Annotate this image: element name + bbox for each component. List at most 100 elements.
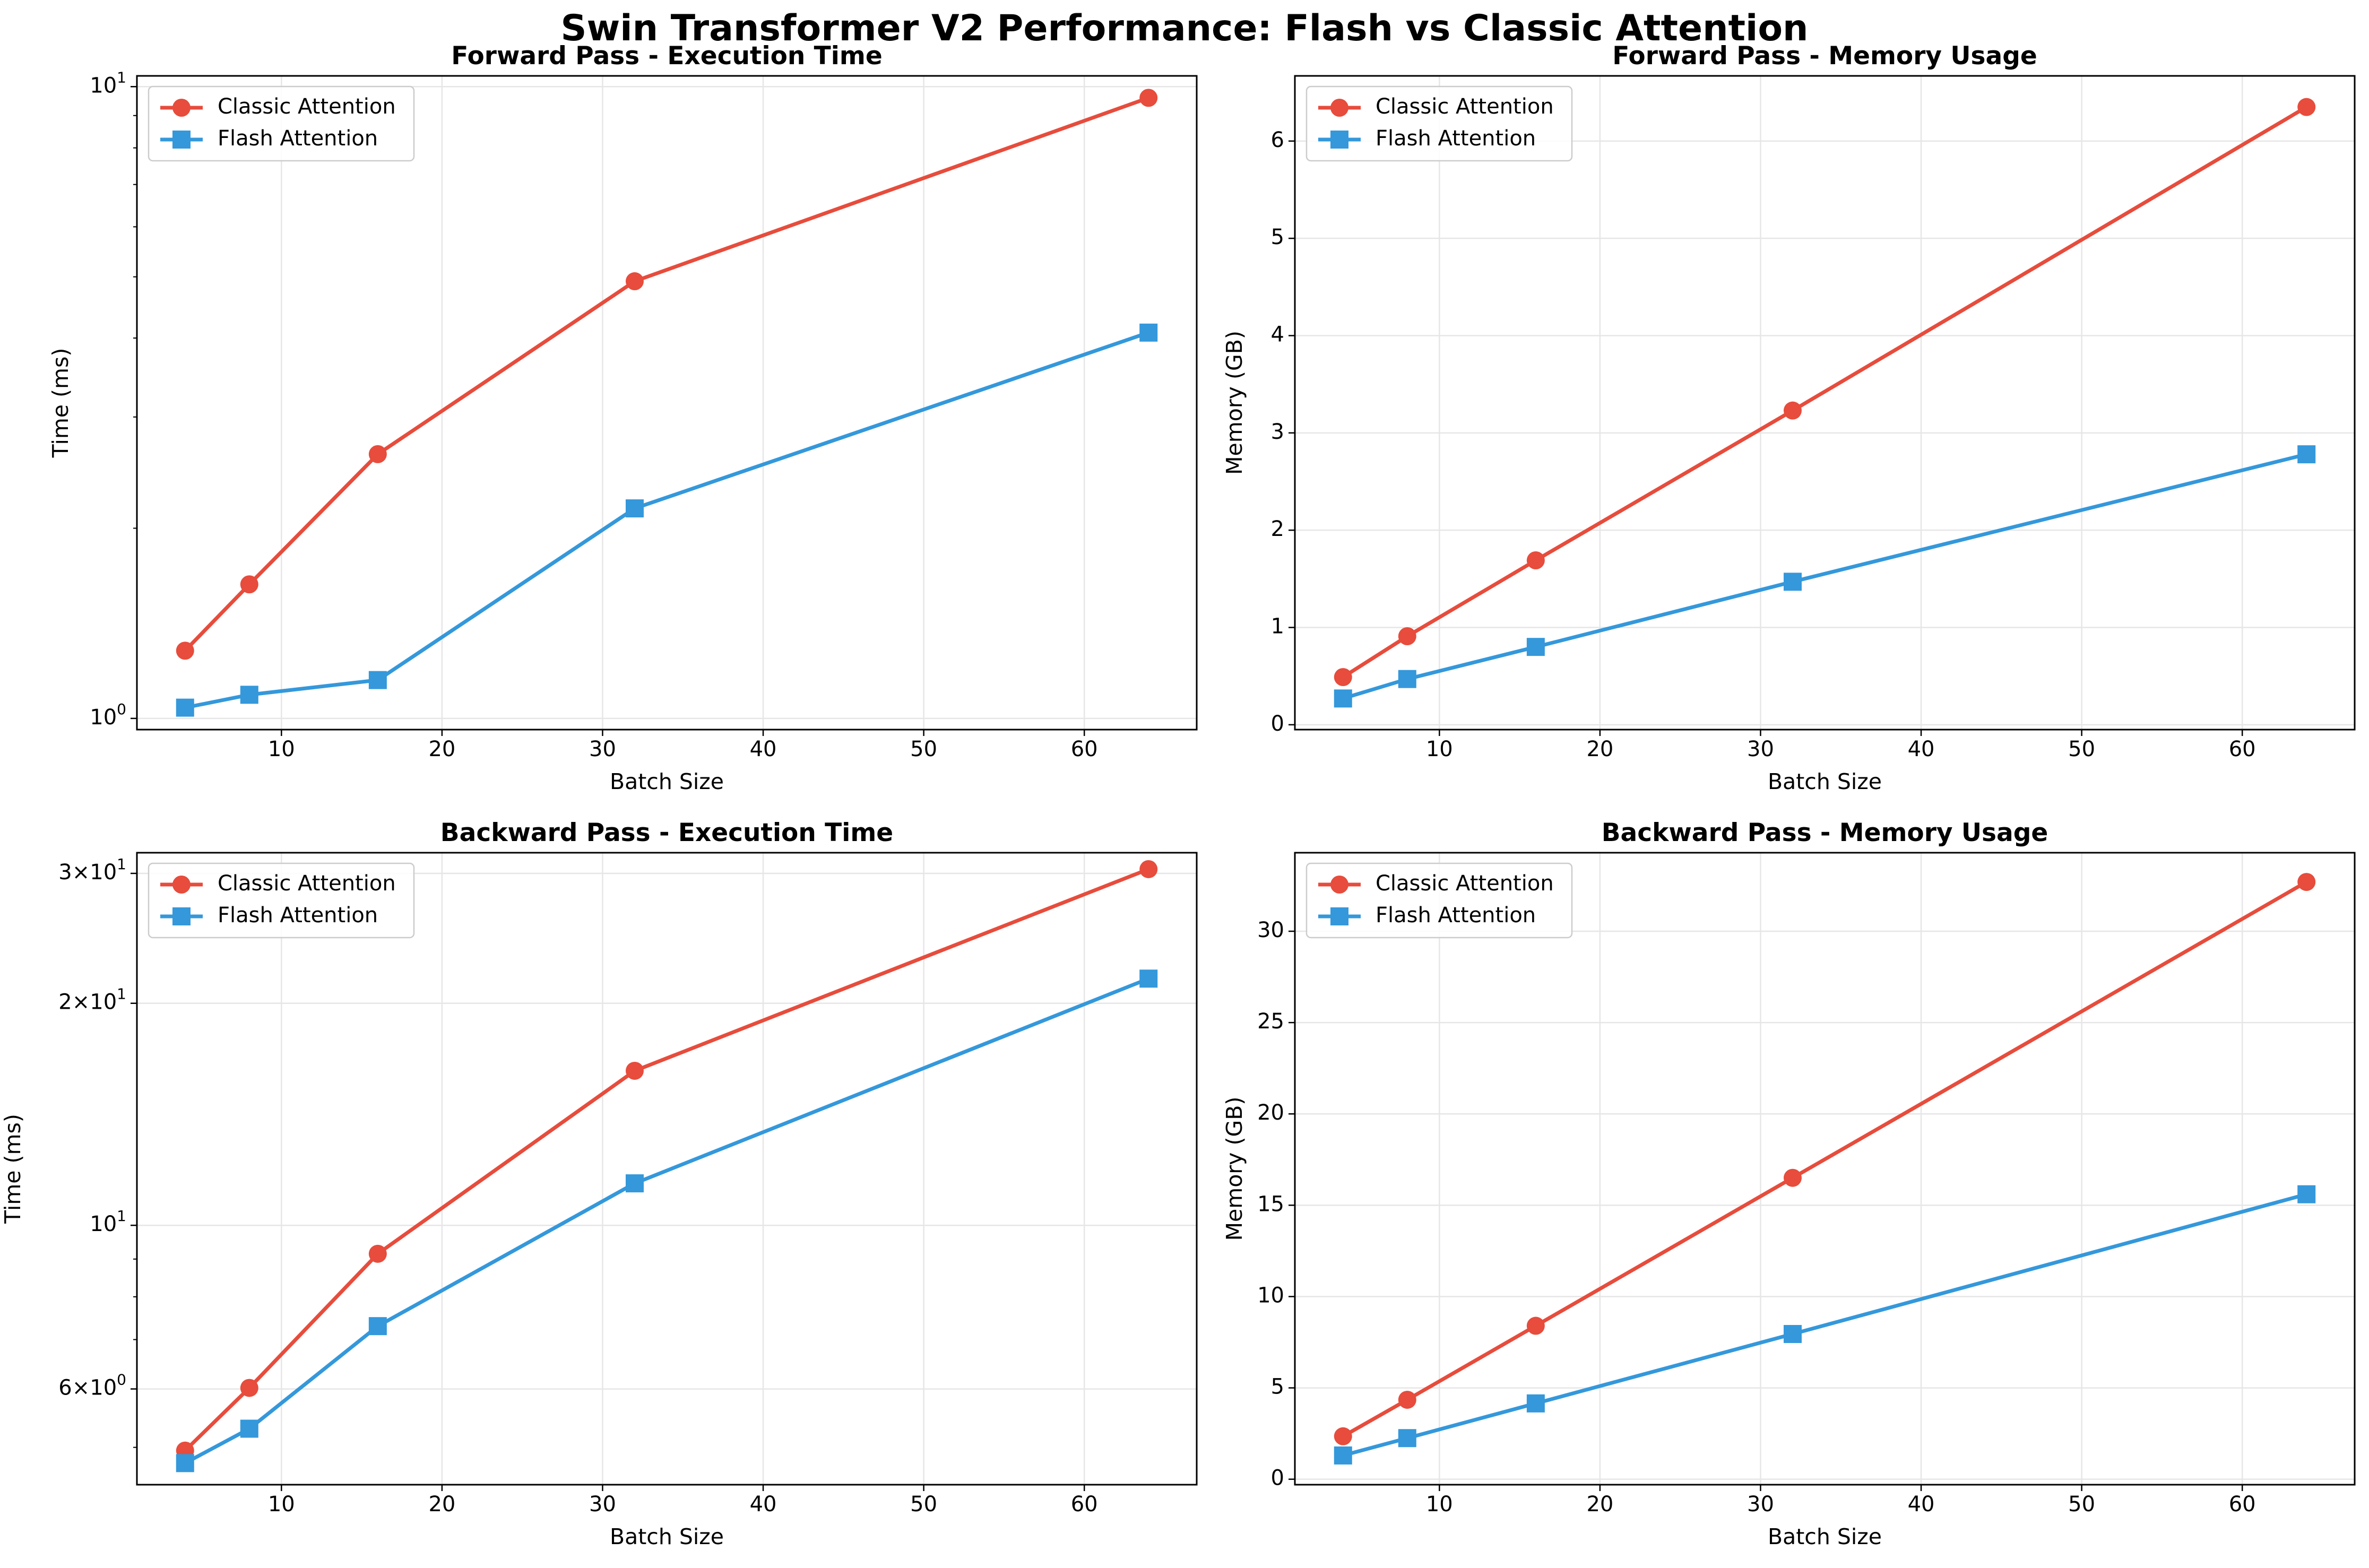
x-tick-label: 40: [1908, 1492, 1935, 1517]
x-tick-label: 60: [2229, 1492, 2256, 1517]
y-tick-label: 2×101: [58, 985, 126, 1015]
data-point-classic: [1783, 1168, 1802, 1187]
legend-marker-classic: [1330, 876, 1348, 894]
x-tick-label: 20: [1586, 1492, 1613, 1517]
data-point-flash: [1398, 1429, 1416, 1448]
x-axis-label: Batch Size: [1768, 769, 1882, 794]
legend-marker-flash: [1330, 907, 1348, 925]
y-tick-label: 3×101: [58, 855, 126, 885]
x-tick-label: 20: [428, 737, 455, 761]
x-tick-label: 40: [750, 1492, 777, 1517]
legend-label: Flash Attention: [218, 903, 378, 928]
panel-2: 10 20 30 40 50 60 0 1 2 3 4 5 6 Forward Pass - Memory…: [1222, 41, 2356, 794]
series-line-flash: [184, 977, 1149, 1465]
data-point-classic: [240, 575, 258, 594]
x-tick-label: 10: [268, 737, 295, 761]
legend-box: [148, 862, 415, 939]
x-tick-label: 50: [2068, 1492, 2095, 1517]
data-point-flash: [1139, 323, 1158, 342]
data-point-classic: [1139, 89, 1158, 107]
data-point-flash: [240, 686, 258, 704]
data-point-classic: [1526, 1316, 1545, 1335]
data-point-flash: [1398, 670, 1416, 688]
x-tick-label: 10: [1426, 1492, 1453, 1517]
data-point-flash: [625, 1174, 644, 1193]
data-point-classic: [1334, 1427, 1352, 1445]
y-tick-label: 0: [1271, 1466, 1284, 1491]
figure-title: Swin Transformer V2 Performance: Flash v…: [560, 7, 1809, 49]
subplot-title: Backward Pass - Memory Usage: [1602, 818, 2048, 847]
y-axis-label: Time (ms): [48, 348, 73, 458]
legend-marker-classic: [172, 99, 191, 117]
x-axis-label: Batch Size: [1768, 1524, 1882, 1549]
panel-1: 10 20 30 40 50 60 100 101 Forward Pass - Executi…: [48, 41, 1198, 794]
series-line-flash: [185, 331, 1149, 710]
x-tick-label: 40: [750, 737, 777, 761]
y-axis-label: Memory (GB): [1222, 331, 1247, 475]
data-point-classic: [240, 1379, 258, 1397]
y-tick-label: 15: [1257, 1192, 1284, 1216]
data-point-flash: [1334, 689, 1352, 708]
y-tick-label: 6×100: [58, 1371, 126, 1400]
x-tick-label: 10: [268, 1492, 295, 1517]
data-point-flash: [176, 698, 194, 717]
legend-marker-classic: [172, 876, 191, 894]
data-point-flash: [2297, 445, 2316, 464]
data-point-flash: [1139, 969, 1158, 988]
x-tick-label: 30: [1747, 737, 1774, 761]
y-axis-label: Time (ms): [0, 1114, 25, 1224]
x-tick-label: 60: [1071, 1492, 1098, 1517]
data-point-flash: [1526, 1394, 1545, 1413]
subplot-title: Forward Pass - Memory Usage: [1612, 41, 2037, 71]
data-point-classic: [2297, 873, 2316, 891]
data-point-classic: [2297, 98, 2316, 116]
data-point-classic: [176, 642, 194, 660]
axes-frame: [136, 75, 1198, 731]
panel-4: 10 20 30 40 50 60 0 5 10 15 20 25 30 Backward Pass - …: [1222, 818, 2356, 1549]
series-line-flash: [1342, 452, 2307, 700]
y-tick-label: 101: [90, 68, 126, 98]
y-tick-label: 100: [90, 700, 126, 730]
data-point-flash: [1526, 638, 1545, 656]
legend-marker-classic: [1330, 99, 1348, 117]
x-tick-label: 30: [1747, 1492, 1774, 1517]
series-line-classic: [184, 96, 1149, 652]
x-axis-label: Batch Size: [610, 1524, 724, 1549]
x-tick-label: 60: [2229, 737, 2256, 761]
x-tick-label: 50: [910, 1492, 937, 1517]
x-tick-label: 50: [2068, 737, 2095, 761]
axes-frame: [136, 852, 1198, 1486]
series-line-classic: [1342, 105, 2307, 679]
panel-3: 10 20 30 40 50 60 6×100 101 2×101 3×101 Backward P…: [0, 818, 1198, 1549]
legend-label: Flash Attention: [1376, 903, 1536, 928]
x-tick-label: 60: [1071, 737, 1098, 761]
data-point-classic: [368, 445, 387, 463]
data-point-classic: [1398, 627, 1416, 645]
y-axis-label: Memory (GB): [1222, 1097, 1247, 1241]
y-tick-label: 25: [1257, 1009, 1284, 1034]
data-point-classic: [1139, 860, 1158, 878]
legend-marker-flash: [1330, 131, 1348, 149]
y-tick-label: 1: [1271, 614, 1284, 639]
legend-label: Flash Attention: [1376, 126, 1536, 151]
data-point-flash: [1783, 1325, 1802, 1344]
legend-box: [1305, 85, 1573, 162]
legend-label: Classic Attention: [1376, 871, 1554, 896]
legend-label: Classic Attention: [1376, 94, 1554, 119]
y-tick-label: 2: [1271, 517, 1284, 541]
subplot-title: Backward Pass - Execution Time: [440, 818, 893, 847]
axes-frame: [1294, 852, 2356, 1486]
y-tick-label: 30: [1257, 918, 1284, 942]
y-tick-label: 3: [1271, 420, 1284, 444]
data-point-flash: [2297, 1185, 2316, 1203]
data-point-classic: [1783, 401, 1802, 420]
data-point-classic: [625, 272, 644, 291]
data-point-classic: [1398, 1390, 1416, 1409]
data-point-classic: [368, 1244, 387, 1263]
series-line-classic: [1342, 880, 2307, 1438]
data-point-flash: [1783, 573, 1802, 591]
data-point-flash: [625, 499, 644, 518]
series-line-flash: [1342, 1192, 2307, 1458]
